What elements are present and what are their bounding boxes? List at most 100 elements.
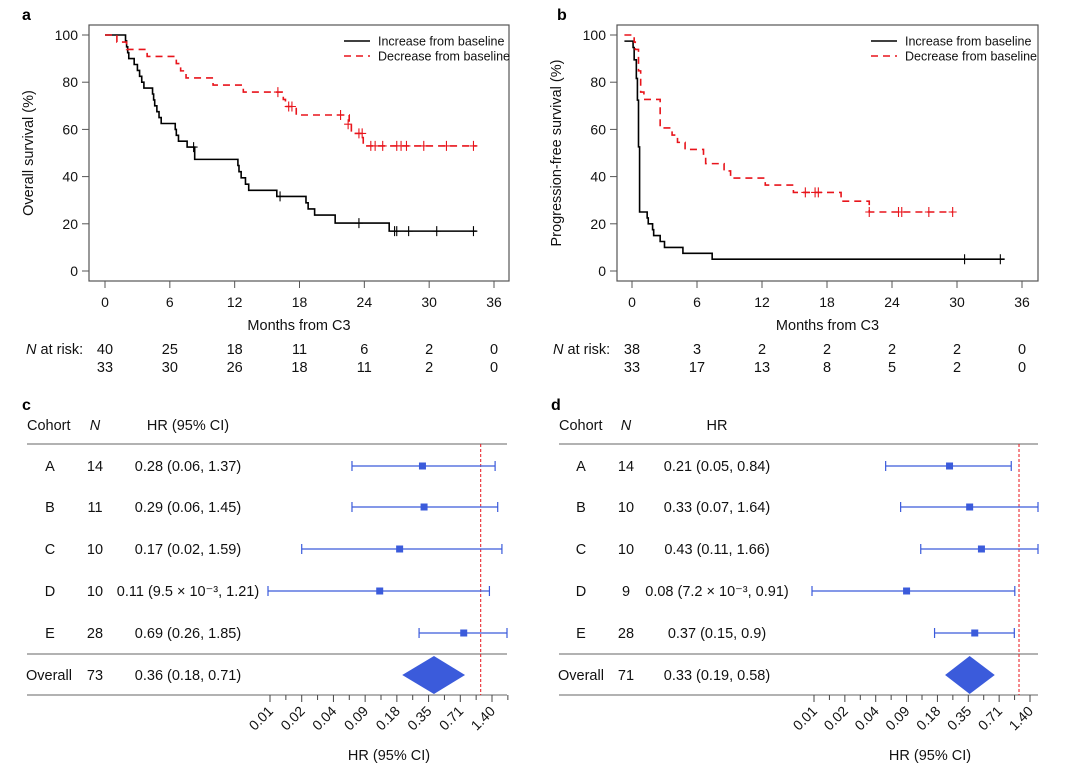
risk-count: 2 bbox=[888, 342, 896, 358]
hr-point bbox=[460, 629, 468, 637]
risk-count: 0 bbox=[490, 342, 498, 358]
y-tick-label: 20 bbox=[62, 216, 78, 232]
hr-value: 0.69 (0.26, 1.85) bbox=[135, 626, 241, 642]
censor-mark bbox=[469, 226, 478, 237]
y-tick-label: 20 bbox=[590, 216, 606, 232]
panel-label: d bbox=[551, 397, 561, 414]
censor-mark bbox=[442, 140, 451, 151]
cohort-label: E bbox=[45, 626, 55, 642]
censor-mark bbox=[419, 140, 428, 151]
cohort-n: 28 bbox=[87, 626, 103, 642]
panel-label: a bbox=[22, 7, 31, 24]
x-tick-label: 1.40 bbox=[468, 703, 499, 734]
hr-value: 0.21 (0.05, 0.84) bbox=[664, 459, 770, 475]
header-cohort: Cohort bbox=[559, 418, 603, 434]
censor-mark bbox=[392, 226, 401, 237]
cohort-n: 14 bbox=[618, 459, 634, 475]
x-tick-label: 0.01 bbox=[246, 703, 277, 734]
cohort-n: 28 bbox=[618, 626, 634, 642]
censor-mark bbox=[336, 110, 345, 121]
legend-label: Decrease from baseline bbox=[905, 50, 1037, 64]
overall-hr-value: 0.36 (0.18, 0.71) bbox=[135, 668, 241, 684]
overall-label: Overall bbox=[26, 668, 72, 684]
hr-point bbox=[420, 503, 428, 511]
x-tick-label: 30 bbox=[949, 294, 965, 310]
x-tick-label: 30 bbox=[421, 294, 437, 310]
x-tick-label: 0.35 bbox=[944, 703, 975, 734]
censor-mark bbox=[865, 207, 874, 217]
hr-point bbox=[971, 629, 979, 637]
risk-count: 25 bbox=[162, 342, 178, 358]
y-tick-label: 80 bbox=[62, 74, 78, 90]
cohort-label: D bbox=[45, 584, 55, 600]
risk-count: 0 bbox=[490, 360, 498, 376]
censor-mark bbox=[960, 254, 969, 265]
x-tick-label: 24 bbox=[357, 294, 373, 310]
hr-value: 0.43 (0.11, 1.66) bbox=[664, 542, 769, 558]
risk-count: 33 bbox=[97, 360, 113, 376]
hr-point bbox=[376, 587, 384, 595]
risk-count: 2 bbox=[758, 342, 766, 358]
y-tick-label: 80 bbox=[590, 74, 606, 90]
risk-label-text: at risk: bbox=[563, 342, 610, 358]
cohort-n: 11 bbox=[87, 500, 102, 516]
survival-curve-increase bbox=[105, 34, 477, 232]
censor-mark bbox=[814, 187, 823, 198]
overall-n: 71 bbox=[618, 668, 634, 684]
x-tick-label: 36 bbox=[1014, 294, 1030, 310]
hr-value: 0.17 (0.02, 1.59) bbox=[135, 542, 241, 558]
survival-curve-decrease bbox=[624, 34, 953, 213]
risk-count: 6 bbox=[360, 342, 368, 358]
censor-mark bbox=[948, 207, 957, 217]
ci-bar bbox=[811, 586, 1016, 596]
y-tick-label: 100 bbox=[583, 27, 607, 43]
x-tick-label: 6 bbox=[166, 294, 174, 310]
overall-hr-value: 0.33 (0.19, 0.58) bbox=[664, 668, 770, 684]
cohort-n: 10 bbox=[618, 500, 634, 516]
cohort-label: C bbox=[576, 542, 586, 558]
hr-value: 0.08 (7.2 × 10⁻³, 0.91) bbox=[645, 584, 788, 600]
x-tick-label: 0.04 bbox=[851, 703, 882, 734]
y-tick-label: 100 bbox=[55, 27, 79, 43]
censor-mark bbox=[371, 140, 380, 151]
risk-table-label: N at risk: bbox=[26, 342, 83, 358]
x-axis-label: Months from C3 bbox=[776, 318, 879, 334]
y-tick-label: 60 bbox=[62, 121, 78, 137]
risk-count: 30 bbox=[162, 360, 178, 376]
hr-point bbox=[946, 462, 954, 470]
header-hr: HR bbox=[707, 418, 728, 434]
hr-point bbox=[966, 503, 974, 511]
x-tick-label: 24 bbox=[884, 294, 900, 310]
survival-curve-increase bbox=[624, 40, 1005, 260]
hr-value: 0.37 (0.15, 0.9) bbox=[668, 626, 766, 642]
risk-count: 0 bbox=[1018, 360, 1026, 376]
panel-label: c bbox=[22, 397, 31, 414]
x-tick-label: 0.09 bbox=[882, 703, 913, 734]
cohort-label: B bbox=[576, 500, 586, 516]
risk-label-text: at risk: bbox=[36, 342, 83, 358]
x-tick-label: 0.02 bbox=[277, 703, 308, 734]
overall-label: Overall bbox=[558, 668, 604, 684]
legend-label: Decrease from baseline bbox=[378, 50, 510, 64]
censor-mark bbox=[404, 226, 413, 237]
censor-mark bbox=[469, 140, 478, 151]
cohort-label: A bbox=[576, 459, 586, 475]
x-tick-label: 0.71 bbox=[436, 703, 467, 734]
x-tick-label: 1.40 bbox=[1006, 703, 1037, 734]
cohort-label: E bbox=[576, 626, 586, 642]
risk-count: 2 bbox=[425, 360, 433, 376]
risk-count: 26 bbox=[227, 360, 243, 376]
legend-label: Increase from baseline bbox=[905, 35, 1032, 49]
cohort-label: B bbox=[45, 500, 55, 516]
x-tick-label: 0.71 bbox=[975, 703, 1006, 734]
y-tick-label: 40 bbox=[590, 169, 606, 185]
cohort-n: 9 bbox=[622, 584, 630, 600]
y-axis-label: Overall survival (%) bbox=[21, 90, 37, 216]
x-axis-label: Months from C3 bbox=[247, 318, 350, 334]
x-tick-label: 0.04 bbox=[309, 703, 340, 734]
header-hr: HR (95% CI) bbox=[147, 418, 229, 434]
x-tick-label: 6 bbox=[693, 294, 701, 310]
censor-mark bbox=[897, 207, 906, 217]
cohort-n: 10 bbox=[87, 542, 103, 558]
panel-label: b bbox=[557, 7, 567, 24]
